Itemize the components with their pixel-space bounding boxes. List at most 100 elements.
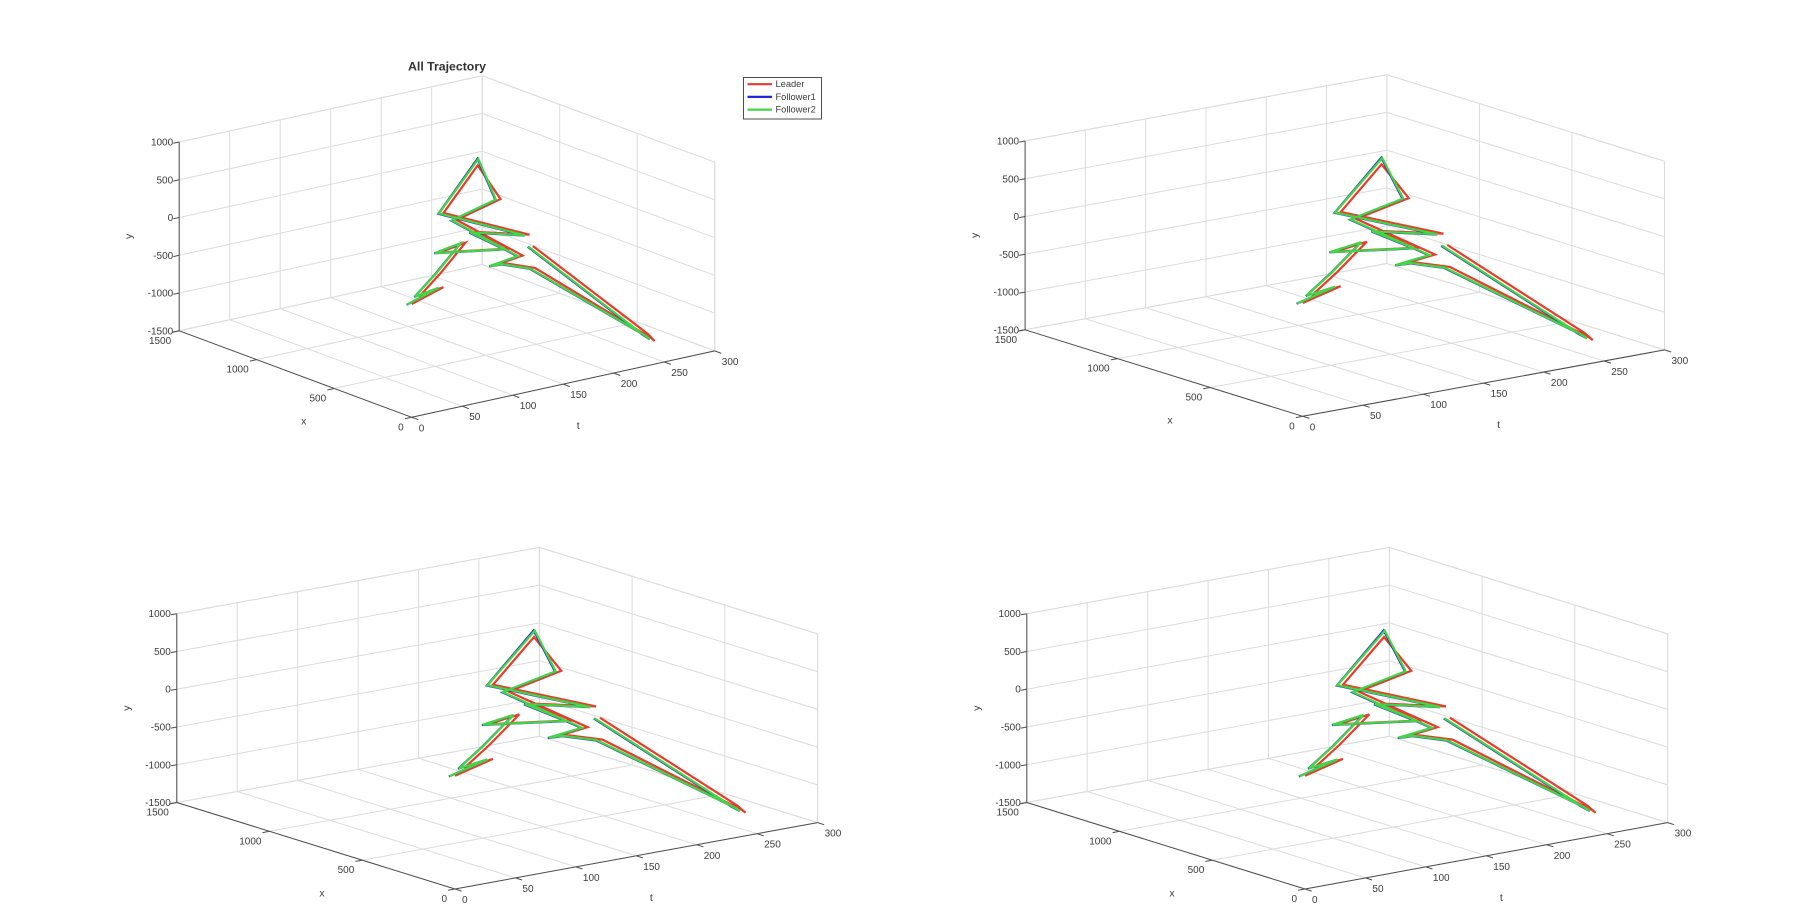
tick-label-t-250: 250 [1614, 840, 1631, 851]
grid-line-wall-y-left [179, 226, 483, 294]
grid-line-wall-y-left [1025, 263, 1387, 331]
tick-label-y--500: -500 [1001, 723, 1021, 734]
tick-mark-y--1000 [170, 764, 177, 767]
grid-line-wall-y-right [539, 584, 818, 673]
axes-top-left [172, 141, 722, 421]
tick-mark-t-0 [1304, 888, 1312, 892]
axes-bottom-left [169, 613, 825, 892]
trajectory-follower2 [1296, 156, 1588, 340]
tick-mark-x-500 [1203, 387, 1211, 390]
tick-mark-x-0 [448, 888, 456, 891]
tick-mark-t-300 [714, 350, 722, 354]
grid-line-wall-y-left [1025, 149, 1387, 217]
tick-mark-y-0 [1019, 216, 1026, 219]
tick-mark-y-0 [170, 688, 177, 691]
tick-label-t-250: 250 [764, 840, 781, 851]
grid-line-wall-y-right [1389, 584, 1668, 673]
tick-label-x-500: 500 [310, 394, 327, 405]
tick-mark-t-300 [1667, 822, 1675, 826]
tick-label-t-150: 150 [1493, 862, 1510, 873]
tick-label-t-100: 100 [1430, 400, 1447, 411]
tick-label-x-1500: 1500 [149, 336, 172, 347]
tick-label-t-250: 250 [1611, 367, 1628, 378]
tick-label-y--500: -500 [153, 251, 173, 262]
grid-line-wall-y-right [539, 660, 818, 748]
box-edge-top-left [1025, 74, 1387, 142]
tick-label-t-50: 50 [1370, 411, 1382, 422]
tick-mark-y-500 [1020, 651, 1027, 654]
grid-line-wall-y-right [1386, 225, 1665, 313]
tick-label-y--1500: -1500 [148, 326, 174, 337]
tick-label-y--1500: -1500 [145, 798, 171, 809]
tick-mark-t-50 [515, 877, 523, 881]
grid-top-left [178, 75, 716, 418]
axis-label-y: y [969, 232, 981, 238]
tick-mark-y-500 [1019, 178, 1026, 181]
tick-mark-x-500 [355, 859, 363, 862]
box-edge-top-left [179, 75, 483, 143]
tick-label-y--1000: -1000 [994, 288, 1020, 299]
tick-label-t-100: 100 [520, 401, 537, 412]
tick-label-y-0: 0 [1014, 212, 1020, 223]
legend: Leader Follower1 Follower2 [743, 77, 822, 120]
grid-line-wall-y-right [1389, 660, 1668, 748]
grid-line-floor-t [357, 768, 637, 857]
grid-line-wall-y-right [482, 226, 715, 314]
tick-mark-t-150 [1486, 855, 1494, 859]
grid-line-floor-x [1119, 764, 1483, 832]
tick-mark-x-500 [1205, 859, 1213, 862]
grid-bottom-left [176, 546, 819, 890]
box-edge-top-left [176, 546, 540, 615]
grid-line-wall-y-left [1026, 697, 1390, 766]
axis-ruler-x [179, 330, 412, 418]
trajectory-leader [1302, 162, 1594, 341]
tick-label-t-150: 150 [643, 862, 660, 873]
tick-mark-t-200 [613, 372, 621, 376]
tick-label-x-0: 0 [1291, 894, 1297, 905]
axis-label-x: x [301, 416, 307, 428]
plot-title: All Trajectory [408, 60, 486, 74]
grid-line-wall-y-left [1026, 622, 1390, 690]
grid-line-floor-t [381, 286, 614, 374]
trajectories-top-left [406, 156, 656, 342]
subplot-top-right: 0 50 100 150 200 250 300 0 500 1000 1500-1500 -1000… [969, 74, 1689, 433]
grid-line-wall-y-right [482, 188, 715, 276]
axis-label-t: t [577, 420, 580, 432]
grid-line-floor-t [1268, 757, 1547, 846]
tick-label-y-0: 0 [165, 685, 171, 696]
trajectories-bottom-right [1298, 628, 1597, 814]
grid-line-floor-t [280, 308, 513, 396]
trajectory-leader [454, 635, 747, 814]
tick-label-y--1500: -1500 [994, 325, 1020, 336]
grid-line-wall-y-right [1389, 622, 1668, 710]
axis-label-x: x [1169, 887, 1175, 899]
grid-line-wall-y-left [179, 188, 483, 256]
grid-line-wall-y-left [176, 735, 540, 803]
tick-label-y-0: 0 [168, 213, 174, 224]
tick-mark-x-0 [404, 416, 412, 420]
tick-label-t-100: 100 [1433, 873, 1450, 884]
grid-line-wall-y-left [176, 697, 540, 766]
axis-label-y: y [121, 705, 133, 711]
grid-line-wall-y-left [1026, 584, 1390, 652]
tick-label-x-1500: 1500 [995, 335, 1018, 346]
tick-label-t-150: 150 [570, 390, 587, 401]
trajectory-follower2 [406, 156, 651, 341]
tick-label-y--1500: -1500 [995, 798, 1021, 809]
tick-label-y--500: -500 [151, 723, 171, 734]
grid-line-floor-t [1266, 285, 1545, 373]
tick-label-t-250: 250 [671, 368, 688, 379]
tick-mark-t-0 [1302, 415, 1310, 419]
tick-label-t-200: 200 [621, 379, 638, 390]
tick-label-y-500: 500 [157, 175, 174, 186]
box-edge-top-right [539, 546, 818, 635]
tick-mark-y-500 [170, 651, 177, 654]
grid-line-wall-y-right [1389, 697, 1668, 786]
tick-label-t-200: 200 [1554, 851, 1571, 862]
axes-top-right [1018, 140, 1672, 419]
grid-line-wall-y-left [1026, 735, 1390, 803]
grid-line-floor-t [1207, 768, 1487, 857]
axis-ruler-x [1026, 802, 1306, 890]
box-edge-top-right [1386, 74, 1665, 162]
tick-label-y--1000: -1000 [148, 289, 174, 300]
